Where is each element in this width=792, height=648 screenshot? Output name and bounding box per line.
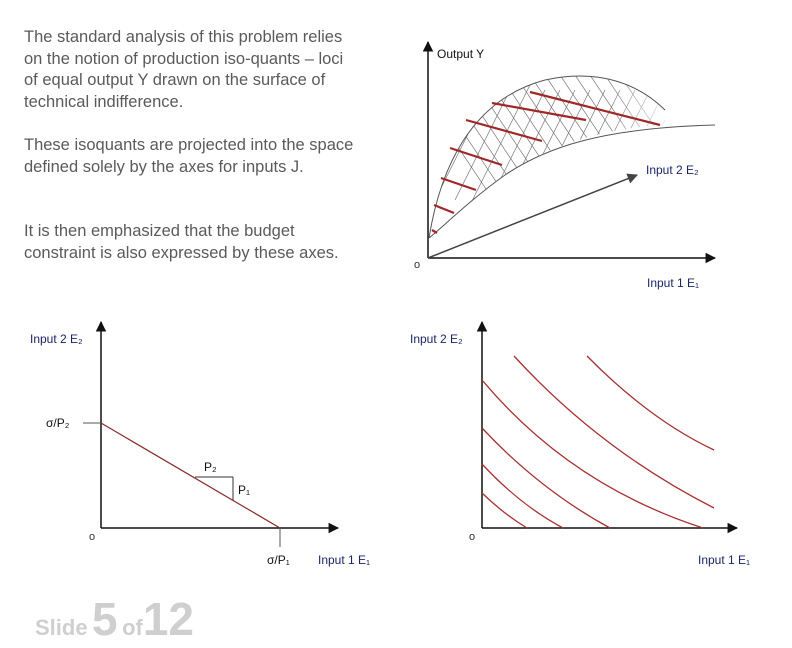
input2-depth-axis	[427, 173, 638, 259]
origin-label: o	[414, 259, 420, 271]
iso-y-label: Input 2 E₂	[410, 332, 463, 346]
iso-origin-label: o	[469, 531, 475, 543]
budget-paragraph: It is then emphasized that the budget co…	[24, 222, 339, 262]
surface-hatching	[429, 76, 665, 238]
budget-line	[100, 422, 281, 529]
slide-counter: Slide 5 of12	[35, 592, 194, 646]
isoquant-map-diagram: Input 2 E₂ Input 1 E₁ o	[410, 320, 750, 567]
budget-x-label: Input 1 E₁	[318, 553, 370, 567]
isoquant-6	[586, 355, 715, 451]
budget-origin-label: o	[89, 531, 95, 543]
surface-isoquants	[431, 90, 661, 234]
run-label: P₂	[204, 460, 217, 474]
slide-word: Slide	[35, 615, 88, 640]
isoquant-5	[513, 355, 715, 509]
intro-paragraph: The standard analysis of this problem re…	[24, 28, 344, 111]
isoquant-4	[481, 379, 704, 529]
input1-x-label: Input 1 E₁	[647, 276, 699, 290]
of-word: of	[122, 615, 143, 640]
y-intercept-label: σ/P₂	[46, 416, 70, 430]
budget-constraint-diagram: Input 2 E₂ σ/P₂ P₂ P₁ σ/P₁ Input 1 E₁ o	[30, 320, 370, 567]
isoquant-curves	[481, 355, 715, 529]
surface-lower-edge	[428, 124, 716, 239]
slide-number: 5	[92, 593, 118, 645]
iso-x-label: Input 1 E₁	[698, 553, 750, 567]
surface-upper-edge	[428, 75, 666, 239]
isoquant-1	[481, 492, 528, 529]
output-y-label: Output Y	[437, 47, 484, 61]
budget-y-label: Input 2 E₂	[30, 332, 83, 346]
isoquant-2	[481, 463, 564, 529]
isoquant-3	[481, 427, 611, 529]
rise-label: P₁	[238, 483, 250, 497]
slide-total: 12	[142, 593, 195, 645]
input2-depth-label: Input 2 E₂	[646, 163, 699, 177]
production-surface-diagram: Output Y Input 2 E₂ Input 1 E₁ o	[414, 40, 717, 290]
x-intercept-label: σ/P₁	[267, 553, 290, 567]
projection-paragraph: These isoquants are projected into the s…	[24, 136, 354, 176]
